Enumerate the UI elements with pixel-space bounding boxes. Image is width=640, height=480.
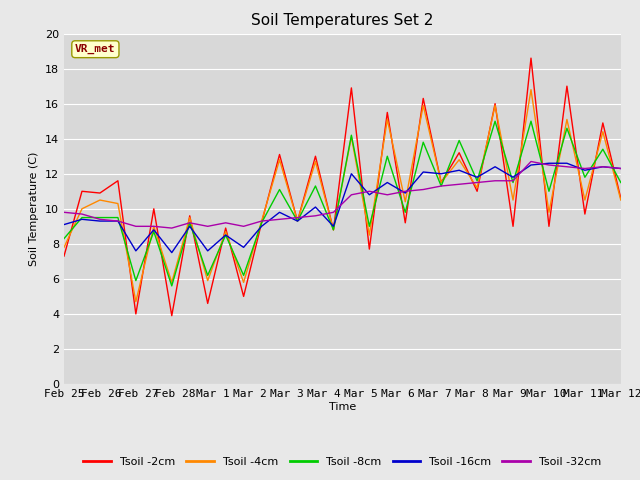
Title: Soil Temperatures Set 2: Soil Temperatures Set 2 [252, 13, 433, 28]
X-axis label: Time: Time [329, 402, 356, 412]
Text: VR_met: VR_met [75, 44, 116, 54]
Legend: Tsoil -2cm, Tsoil -4cm, Tsoil -8cm, Tsoil -16cm, Tsoil -32cm: Tsoil -2cm, Tsoil -4cm, Tsoil -8cm, Tsoi… [79, 453, 606, 471]
Y-axis label: Soil Temperature (C): Soil Temperature (C) [29, 152, 40, 266]
